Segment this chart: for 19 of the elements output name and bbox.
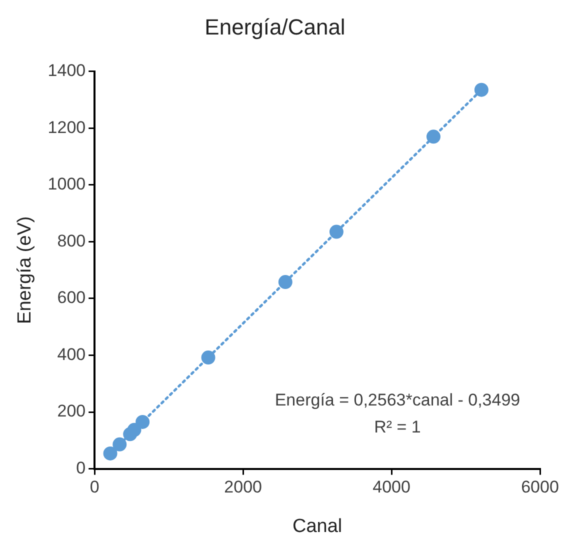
y-tick-label: 400 [57, 344, 86, 364]
y-tick-label: 200 [57, 402, 86, 421]
x-tick-label: 2000 [224, 478, 262, 497]
y-tick-label: 1000 [48, 174, 86, 194]
y-tick-label: 1400 [48, 61, 86, 80]
point [103, 446, 118, 460]
y-tick-label: 800 [57, 231, 86, 250]
y-axis-title: Energía (eV) [14, 216, 36, 324]
x-tick-label: 6000 [521, 478, 559, 497]
annotation: R² = 1 [374, 417, 421, 436]
y-tick-label: 600 [57, 288, 86, 308]
chart-title: Energía/Canal [204, 14, 346, 40]
x-tick-label: 4000 [372, 478, 410, 497]
annotation: Energía = 0,2563*canal - 0,3499 [274, 390, 520, 410]
x-tick-label: 0 [90, 478, 100, 497]
y-tick-label: 0 [76, 458, 86, 478]
y-tick-label: 1200 [48, 118, 86, 137]
point [474, 82, 488, 97]
x-axis-title: Canal [292, 516, 342, 537]
